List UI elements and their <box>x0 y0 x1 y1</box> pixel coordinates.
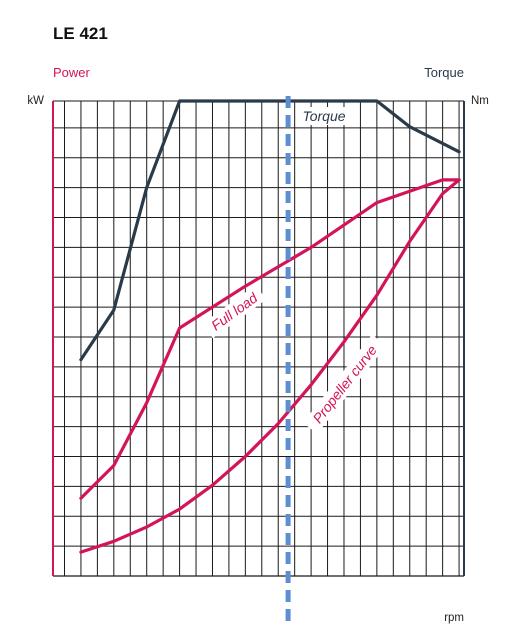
chart-title: LE 421 <box>53 24 108 43</box>
left-axis-label: Power <box>53 65 91 80</box>
full-load-line <box>79 178 461 500</box>
propeller-curve-label-background <box>303 334 387 434</box>
grid <box>52 100 465 577</box>
x-unit: rpm <box>444 612 464 624</box>
full-load-label-background <box>202 284 267 339</box>
propeller-curve-line <box>79 178 461 554</box>
right-unit: Nm <box>471 95 489 107</box>
propeller-curve-label-group: Propeller curve <box>303 334 387 434</box>
left-unit: kW <box>27 95 44 107</box>
torque-label-group: Torque <box>297 107 351 125</box>
right-axis-label: Torque <box>424 65 464 80</box>
full-load-label: Full load <box>208 289 261 334</box>
torque-label-background <box>297 107 351 125</box>
series-lines <box>79 96 461 627</box>
torque-line <box>79 99 461 362</box>
propeller-curve-label: Propeller curve <box>309 342 380 426</box>
torque-label: Torque <box>302 108 345 124</box>
